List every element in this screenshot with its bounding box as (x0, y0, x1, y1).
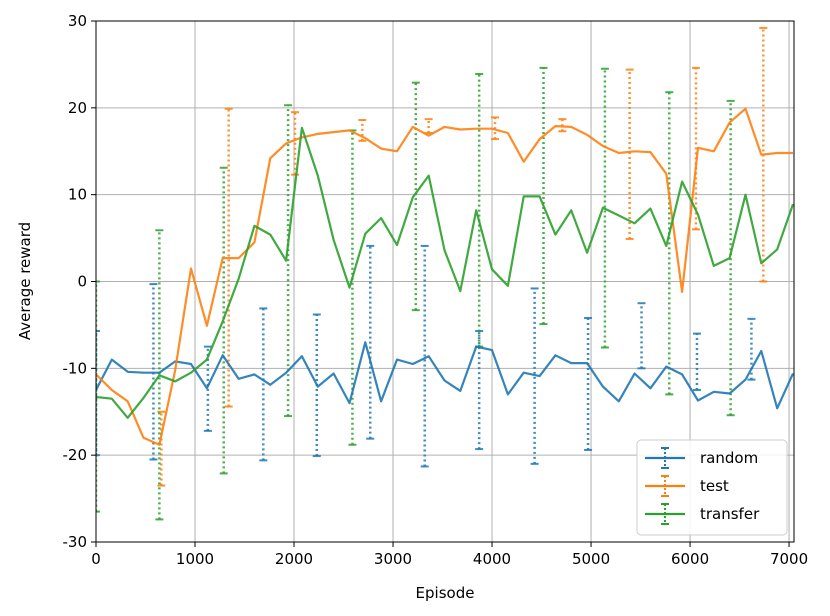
y-tick-label: 20 (68, 99, 87, 117)
y-tick-label: -20 (63, 446, 88, 464)
x-tick-label: 1000 (176, 550, 214, 568)
x-tick-label: 0 (91, 550, 101, 568)
x-tick-label: 6000 (671, 550, 709, 568)
grid (95, 20, 794, 543)
series-line-test (96, 107, 793, 446)
y-tick-label: -30 (63, 533, 88, 551)
legend-label-transfer: transfer (700, 505, 760, 523)
legend-box (636, 439, 788, 536)
y-tick-label: 30 (68, 12, 87, 30)
axis-ticks: 0 1000 2000 3000 4000 5000 6000 7000 -30 -20 -10 0 1… (63, 12, 809, 568)
x-axis-label: Episode (416, 584, 475, 602)
x-tick-label: 5000 (572, 550, 610, 568)
y-axis-label: Average reward (16, 222, 34, 340)
series-line-transfer (96, 126, 794, 419)
legend: random test transfer (636, 439, 788, 536)
x-tick-label: 7000 (770, 550, 808, 568)
y-tick-label: 0 (77, 273, 87, 291)
series-line-random (96, 341, 794, 410)
legend-label-random: random (700, 449, 758, 467)
x-tick-label: 4000 (473, 550, 511, 568)
error-bars (96, 26, 768, 521)
y-tick-label: 10 (68, 186, 87, 204)
x-tick-label: 2000 (275, 550, 313, 568)
series-lines (96, 107, 794, 446)
legend-label-test: test (700, 477, 729, 495)
y-tick-label: -10 (63, 359, 88, 377)
x-tick-label: 3000 (374, 550, 412, 568)
